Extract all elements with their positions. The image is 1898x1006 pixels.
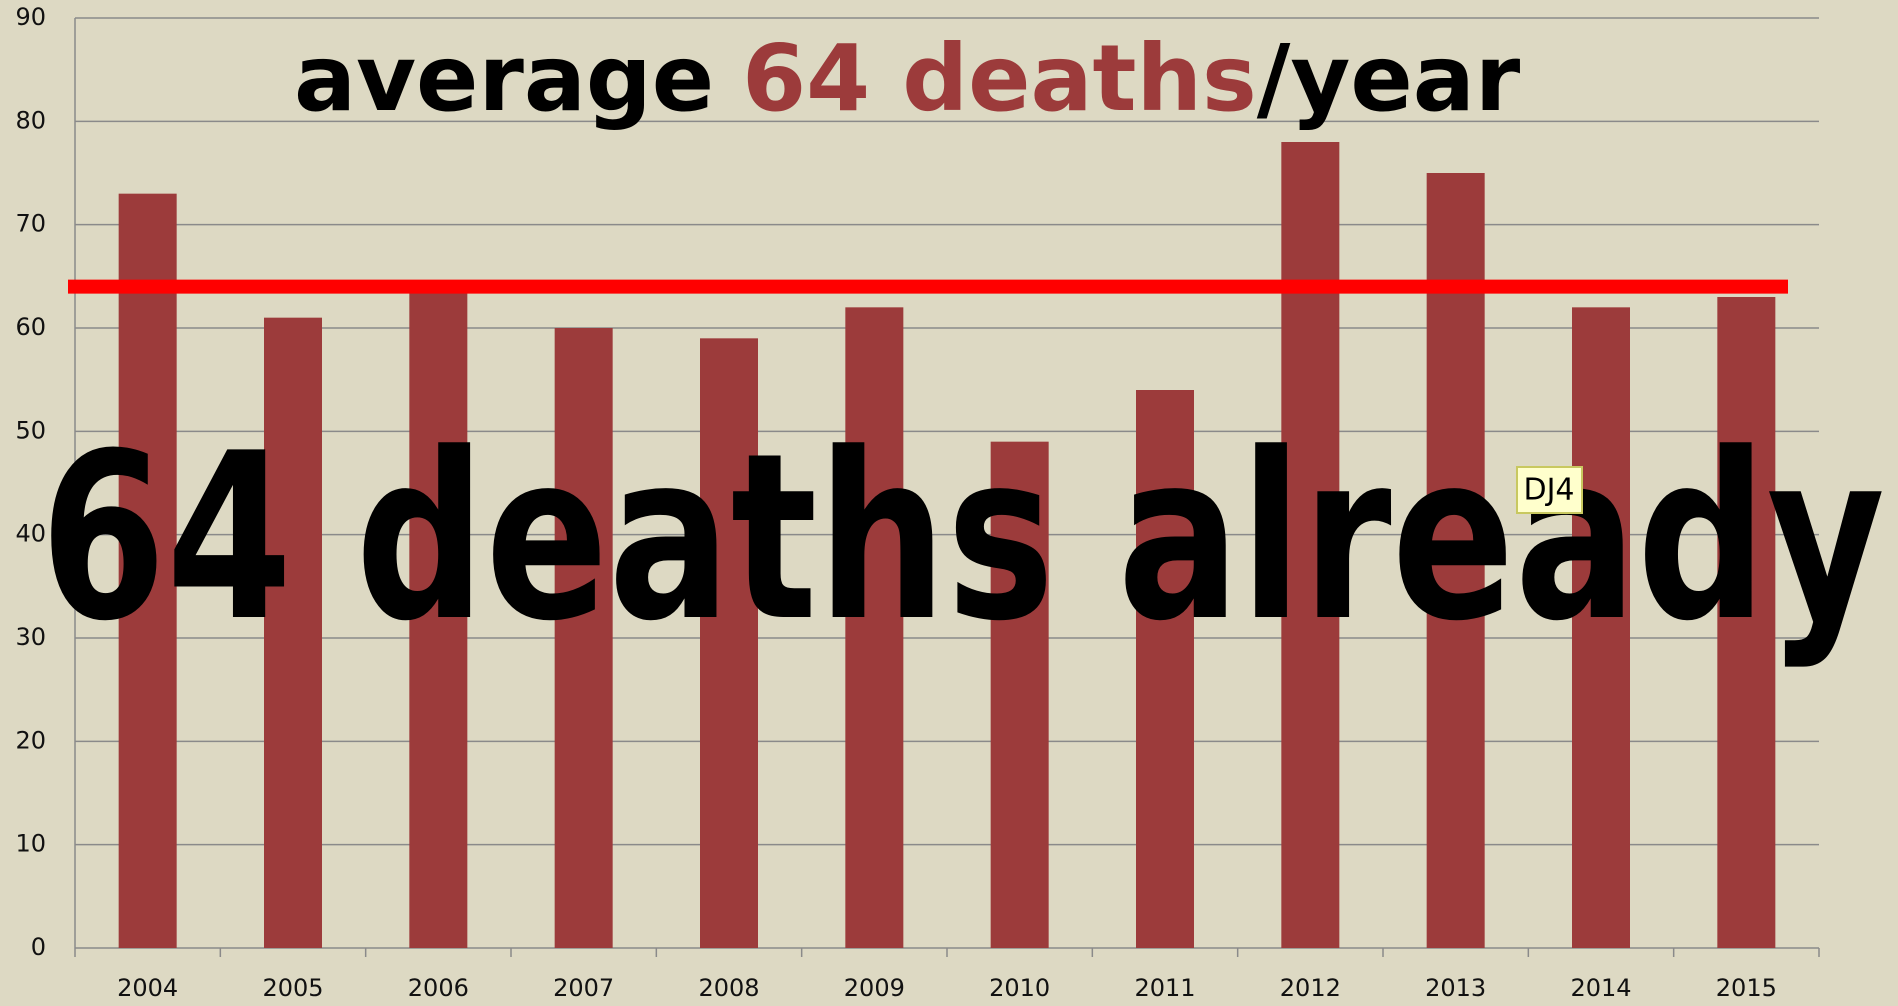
badge: DJ4 <box>1523 473 1574 508</box>
y-tick-label: 10 <box>15 830 46 858</box>
x-tick-label: 2015 <box>1716 974 1777 1002</box>
bar <box>1572 307 1630 948</box>
y-tick-label: 30 <box>15 623 46 651</box>
x-tick-label: 2005 <box>262 974 323 1002</box>
bar <box>118 193 177 948</box>
bar <box>1426 173 1485 948</box>
title-part: 64 deaths <box>742 25 1257 132</box>
bar <box>1281 142 1340 948</box>
bar <box>554 328 613 948</box>
chart-title: average 64 deaths/year <box>294 25 1521 132</box>
x-tick-label: 2007 <box>553 974 614 1002</box>
y-tick-label: 20 <box>15 726 46 754</box>
title-part: /year <box>1257 25 1521 132</box>
bar <box>264 317 322 949</box>
overlay-text: 64 deaths already <box>40 405 1885 672</box>
x-tick-label: 2013 <box>1425 974 1486 1002</box>
y-tick-label: 80 <box>15 106 46 134</box>
title-part: average <box>294 25 714 132</box>
x-tick-label: 2012 <box>1280 974 1341 1002</box>
bars <box>118 142 1776 949</box>
x-tick-label: 2004 <box>117 974 178 1002</box>
y-tick-label: 50 <box>15 416 46 444</box>
x-tick-label: 2010 <box>989 974 1050 1002</box>
grid <box>74 17 1820 957</box>
y-tick-label: 40 <box>15 520 46 548</box>
x-tick-label: 2014 <box>1570 974 1631 1002</box>
x-tick-label: 2011 <box>1134 974 1195 1002</box>
bar <box>409 286 468 949</box>
bar <box>1136 390 1194 948</box>
y-tick-label: 0 <box>31 933 46 961</box>
y-tick-label: 90 <box>15 3 46 31</box>
y-tick-label: 60 <box>15 313 46 341</box>
x-tick-label: 2006 <box>408 974 469 1002</box>
y-tick-label: 70 <box>15 210 46 238</box>
bar <box>1717 297 1776 948</box>
x-tick-label: 2009 <box>844 974 905 1002</box>
bar <box>700 338 758 948</box>
badge-box <box>1516 466 1583 514</box>
bar <box>990 441 1049 948</box>
bar <box>845 307 904 948</box>
x-tick-label: 2008 <box>698 974 759 1002</box>
